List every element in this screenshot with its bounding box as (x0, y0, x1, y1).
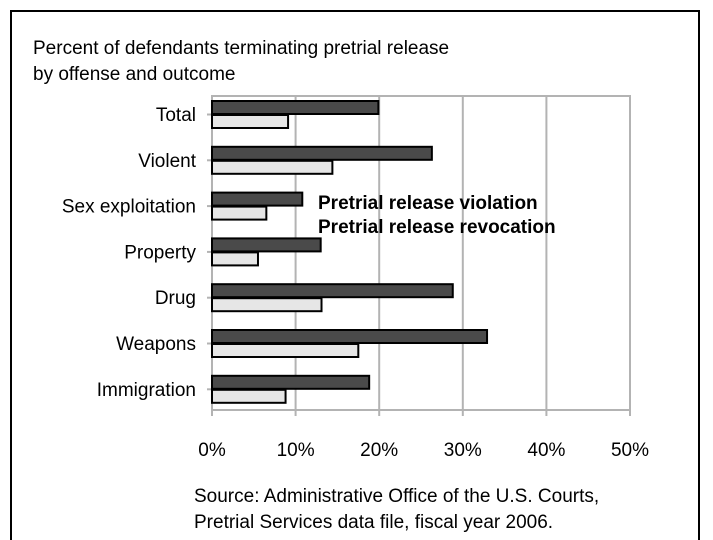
chart-title: Percent of defendants terminating pretri… (33, 36, 449, 88)
bar-violation (211, 374, 371, 390)
category-label: Property (124, 242, 196, 263)
bar-violation (211, 191, 304, 207)
chart-frame (10, 10, 700, 540)
bar-revocation (211, 343, 360, 358)
bar-revocation (211, 205, 268, 221)
x-tick-label: 40% (527, 440, 565, 461)
x-tick-label: 0% (198, 440, 226, 461)
bar-violation (211, 100, 380, 115)
x-tick-label: 50% (611, 440, 649, 461)
bar-violation (211, 329, 489, 344)
legend-entry-revocation: Pretrial release revocation (318, 217, 556, 238)
x-tick-label: 20% (360, 440, 398, 461)
category-label: Sex exploitation (62, 197, 196, 218)
chart-title-line-1: Percent of defendants terminating pretri… (33, 38, 450, 59)
bar-violation (211, 237, 322, 253)
category-label: Violent (138, 151, 196, 172)
bar-layer (211, 100, 489, 404)
category-label: Total (156, 105, 196, 126)
chart-title-line-2: by offense and outcome (33, 64, 236, 85)
source-line-2: Pretrial Services data file, fiscal year… (194, 512, 554, 533)
bar-violation (211, 283, 454, 299)
plot-area (211, 95, 631, 411)
category-label-layer: Total Violent Sex exploitation Property Drug… (62, 105, 197, 401)
category-label: Weapons (116, 334, 196, 355)
x-tick-label: 10% (277, 440, 315, 461)
x-tick-label: 30% (444, 440, 482, 461)
source-line-1: Source: Administrative Office of the U.S… (194, 486, 600, 507)
legend: Pretrial release violation Pretrial rele… (318, 193, 556, 238)
legend-entry-violation: Pretrial release violation (318, 193, 538, 214)
bar-revocation (211, 388, 287, 404)
bar-revocation (211, 114, 290, 129)
bar-violation (211, 145, 433, 161)
category-label: Drug (155, 288, 196, 309)
category-label: Immigration (97, 380, 196, 401)
bar-revocation (211, 159, 334, 175)
x-tick-label-layer: 0% 10% 20% 30% 40% 50% (198, 440, 649, 461)
source-note: Source: Administrative Office of the U.S… (194, 484, 599, 536)
bar-revocation (211, 297, 323, 313)
bar-revocation (211, 251, 259, 267)
grid-layer (207, 95, 631, 416)
